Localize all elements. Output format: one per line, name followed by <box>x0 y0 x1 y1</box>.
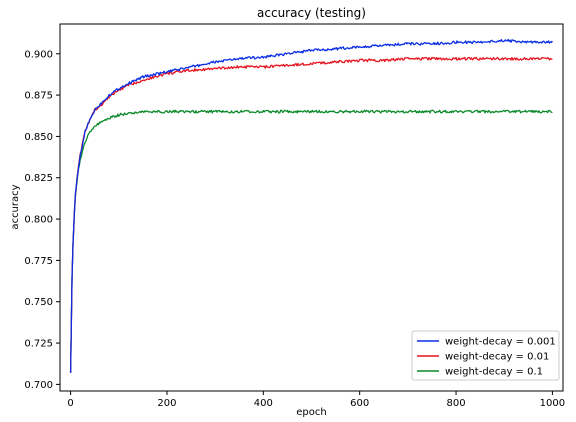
y-axis: 0.700 0.725 0.750 0.775 0.800 0.825 0.850 0.875… <box>24 49 60 391</box>
plot-area <box>69 38 553 373</box>
x-axis-label: epoch <box>296 407 326 418</box>
y-tick-label: 0.800 <box>24 215 53 226</box>
x-tick-label: 600 <box>350 398 369 409</box>
plot-frame <box>59 23 564 392</box>
legend: weight-decay = 0.001 weight-decay = 0.01 w… <box>411 330 560 381</box>
legend-box <box>411 330 560 381</box>
legend-entry: weight-decay = 0.001 <box>445 337 556 348</box>
series-line-2 <box>69 109 553 373</box>
x-axis: 0 200 400 600 800 1000 <box>67 391 565 409</box>
y-tick-label: 0.700 <box>24 380 53 391</box>
legend-entry: weight-decay = 0.01 <box>445 352 549 363</box>
series-line-1 <box>69 56 553 373</box>
y-tick-label: 0.850 <box>24 132 53 143</box>
chart-title: accuracy (testing) <box>257 6 366 20</box>
y-tick-label: 0.725 <box>24 339 53 350</box>
y-tick-label: 0.750 <box>24 297 53 308</box>
series-line-0 <box>69 38 553 373</box>
y-tick-label: 0.825 <box>24 173 53 184</box>
x-tick-label: 800 <box>446 398 465 409</box>
x-tick-label: 0 <box>67 398 73 409</box>
y-tick-label: 0.875 <box>24 91 53 102</box>
x-tick-label: 1000 <box>540 398 565 409</box>
legend-entry: weight-decay = 0.1 <box>445 367 543 378</box>
y-tick-label: 0.900 <box>24 49 53 60</box>
y-tick-label: 0.775 <box>24 256 53 267</box>
x-tick-label: 200 <box>157 398 176 409</box>
y-axis-label: accuracy <box>10 184 21 229</box>
x-tick-label: 400 <box>254 398 273 409</box>
